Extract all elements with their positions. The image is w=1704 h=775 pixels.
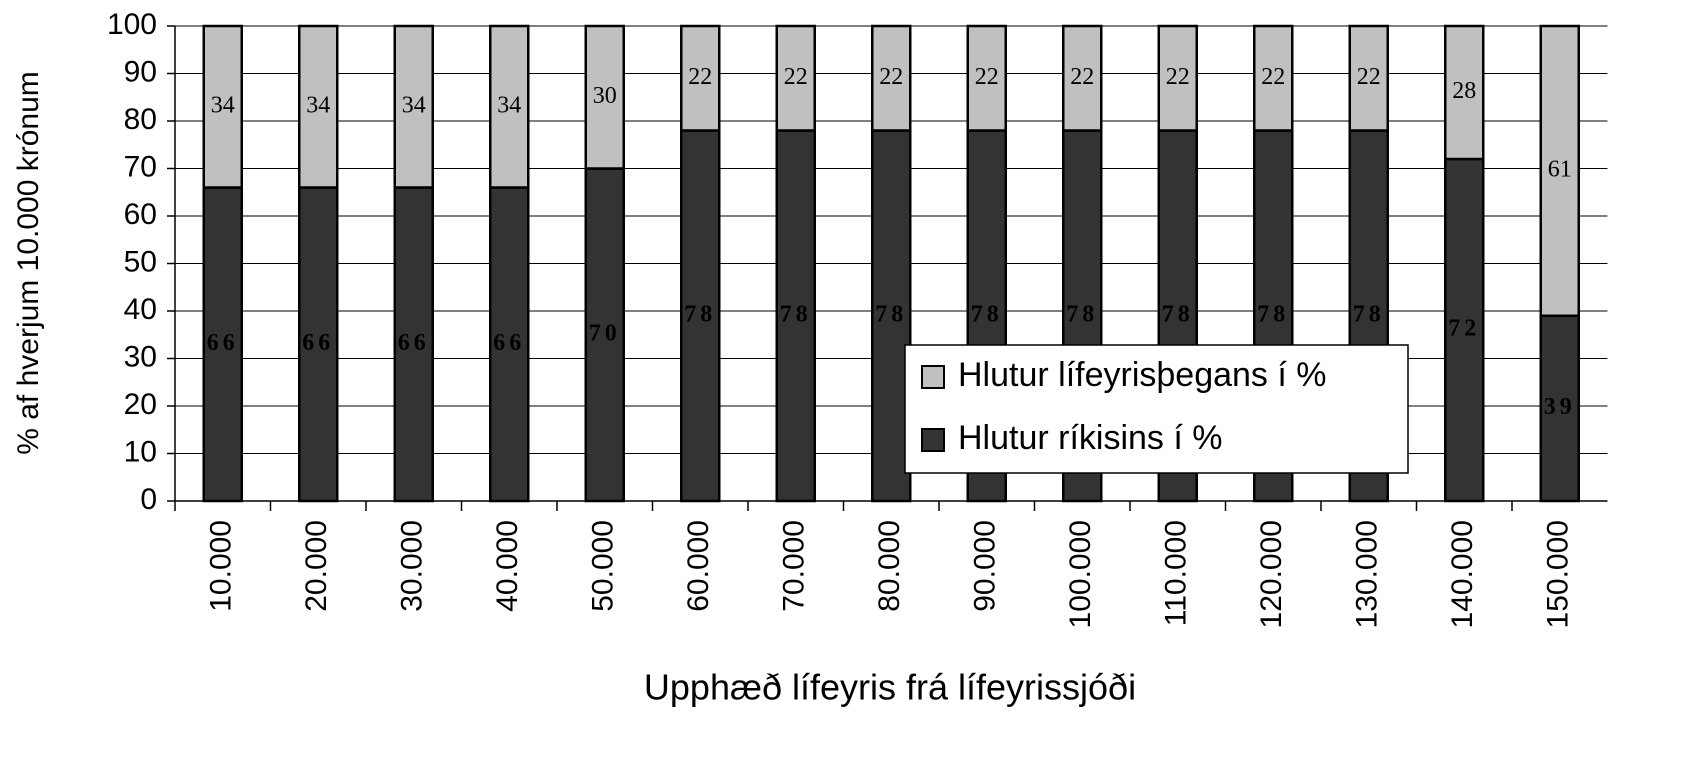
bar-segment xyxy=(298,186,339,503)
y-tick-label: 80 xyxy=(124,103,157,136)
bar-segment xyxy=(1253,24,1294,132)
x-tick-label: 90.000 xyxy=(969,520,1002,612)
data-label: 22 xyxy=(1070,64,1094,90)
bar-segment xyxy=(1157,24,1198,132)
x-tick-label: 80.000 xyxy=(873,520,906,612)
legend-swatch xyxy=(921,428,945,452)
y-tick-label: 0 xyxy=(140,483,157,516)
bar-segment xyxy=(489,186,530,503)
y-tick-label: 60 xyxy=(124,198,157,231)
data-label: 78 xyxy=(1353,301,1385,327)
bar-segment xyxy=(1539,314,1580,503)
data-label: 22 xyxy=(1166,64,1190,90)
y-tick-label: 40 xyxy=(124,293,157,326)
y-tick-label: 30 xyxy=(124,340,157,373)
data-label: 22 xyxy=(1357,64,1381,90)
legend-label: Hlutur lífeyrisþegans í % xyxy=(958,356,1327,394)
data-label: 66 xyxy=(302,330,334,356)
legend-swatch xyxy=(921,365,945,389)
data-label: 34 xyxy=(402,92,426,118)
x-tick-label: 120.000 xyxy=(1255,520,1288,628)
x-tick-label: 110.000 xyxy=(1160,520,1193,626)
data-label: 78 xyxy=(780,301,812,327)
data-label: 78 xyxy=(971,301,1003,327)
bar-segment xyxy=(584,167,625,503)
bar-segment xyxy=(871,129,912,503)
x-tick-label: 70.000 xyxy=(778,520,811,612)
bar-segment xyxy=(489,24,530,189)
bar-segment xyxy=(202,24,243,189)
legend-label: Hlutur ríkisins í % xyxy=(958,419,1223,457)
data-label: 34 xyxy=(306,92,330,118)
x-tick-label: 60.000 xyxy=(682,520,715,612)
legend-box xyxy=(904,344,1409,474)
x-tick-label: 130.000 xyxy=(1351,520,1384,628)
bar-segment xyxy=(1062,24,1103,132)
bar-segment xyxy=(775,24,816,132)
bar-segment xyxy=(966,24,1007,132)
data-label: 22 xyxy=(784,64,808,90)
x-tick-label: 140.000 xyxy=(1446,520,1479,628)
bar-segment xyxy=(775,129,816,503)
data-label: 66 xyxy=(398,330,430,356)
bar-segment xyxy=(1539,24,1580,317)
y-tick-label: 20 xyxy=(124,388,157,421)
x-axis-label: Upphæð lífeyris frá lífeyrissjóði xyxy=(644,667,1136,708)
x-tick-label: 50.000 xyxy=(587,520,620,612)
data-label: 78 xyxy=(1162,301,1194,327)
data-label: 61 xyxy=(1548,156,1572,182)
x-tick-label: 20.000 xyxy=(300,520,333,612)
y-tick-label: 90 xyxy=(124,55,157,88)
data-label: 34 xyxy=(211,92,235,118)
bar-segment xyxy=(393,186,434,503)
data-label: 22 xyxy=(688,64,712,90)
bar-segment xyxy=(1444,24,1485,161)
bar-segment xyxy=(1348,24,1389,132)
data-label: 70 xyxy=(589,320,621,346)
bar-segment xyxy=(584,24,625,170)
x-tick-label: 30.000 xyxy=(396,520,429,612)
data-label: 66 xyxy=(493,330,525,356)
bar-segment xyxy=(298,24,339,189)
data-label: 30 xyxy=(593,83,617,109)
data-label: 22 xyxy=(975,64,999,90)
data-label: 22 xyxy=(1261,64,1285,90)
y-tick-label: 50 xyxy=(124,245,157,278)
x-tick-label: 10.000 xyxy=(205,520,238,612)
data-label: 39 xyxy=(1544,394,1576,420)
y-axis-label: % af hverjum 10.000 krónum xyxy=(12,71,45,455)
data-label: 78 xyxy=(1257,301,1289,327)
data-label: 78 xyxy=(684,301,716,327)
x-tick-label: 100.000 xyxy=(1064,520,1097,628)
bar-segment xyxy=(393,24,434,189)
x-tick-label: 40.000 xyxy=(491,520,524,612)
y-tick-label: 10 xyxy=(124,435,157,468)
x-tick-label: 150.000 xyxy=(1542,520,1575,628)
data-label: 28 xyxy=(1452,78,1476,104)
bar-segment xyxy=(680,24,721,132)
data-label: 78 xyxy=(875,301,907,327)
y-tick-label: 100 xyxy=(107,8,157,41)
y-tick-label: 70 xyxy=(124,150,157,183)
data-label: 78 xyxy=(1066,301,1098,327)
data-label: 34 xyxy=(497,92,521,118)
data-label: 66 xyxy=(207,330,239,356)
bar-segment xyxy=(871,24,912,132)
data-label: 22 xyxy=(879,64,903,90)
data-label: 72 xyxy=(1448,316,1480,342)
